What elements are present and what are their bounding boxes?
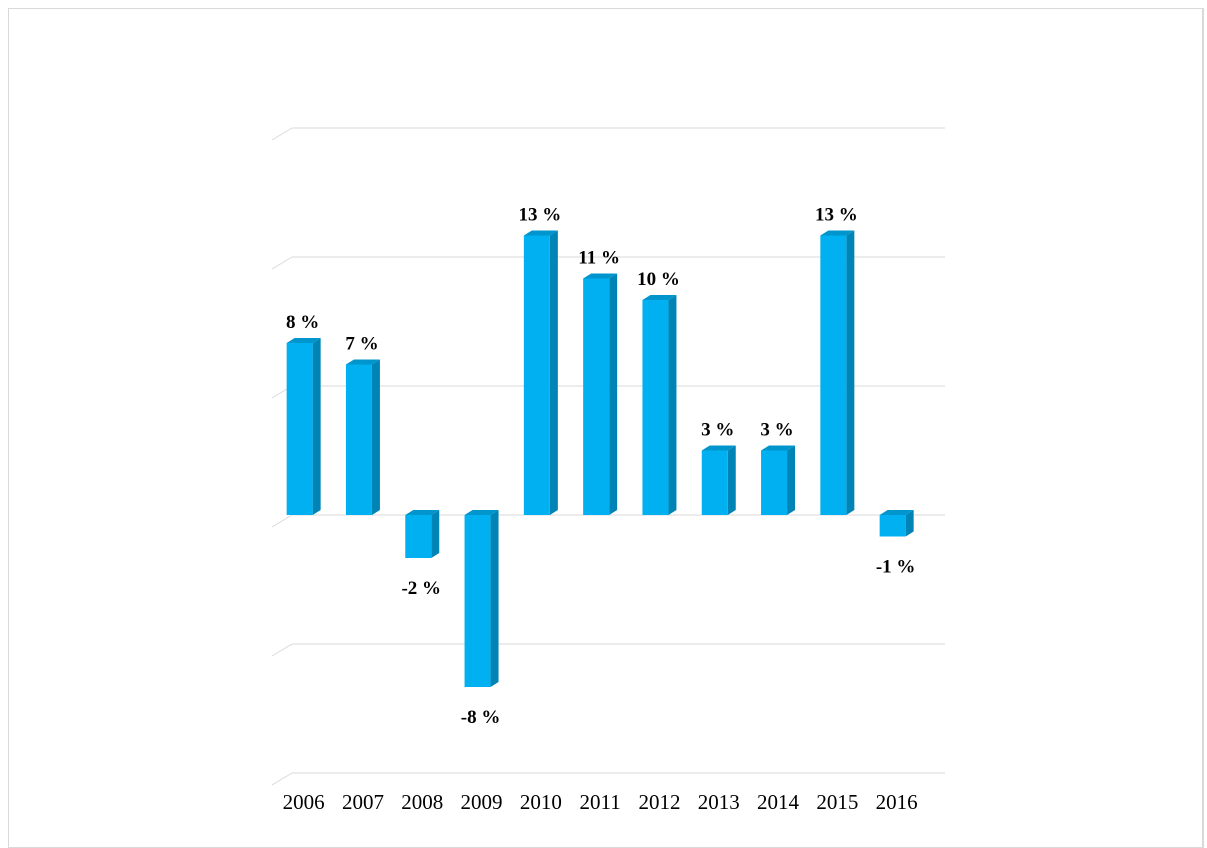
data-label-2006: 8 % — [286, 312, 319, 333]
bar-2016 — [879, 510, 914, 537]
bar-side — [609, 273, 618, 515]
bar-2010 — [523, 230, 558, 515]
bar-top — [523, 230, 558, 236]
x-tick-2008: 2008 — [401, 790, 443, 814]
x-tick-2010: 2010 — [520, 790, 562, 814]
bar-front — [345, 364, 372, 515]
bar-side — [905, 510, 914, 537]
x-tick-2009: 2009 — [461, 790, 503, 814]
bar-side — [549, 230, 558, 515]
x-tick-2013: 2013 — [698, 790, 740, 814]
bar-top — [820, 230, 855, 236]
bar-front — [405, 515, 432, 558]
bar-side — [312, 338, 321, 515]
bar-side — [846, 230, 855, 515]
bar-front — [879, 515, 906, 537]
x-tick-labels: 2006 2007 2008 2009 2010 2011 2012 2013 2014 2015… — [283, 790, 918, 814]
x-tick-2011: 2011 — [580, 790, 621, 814]
bar-2012 — [642, 295, 677, 515]
bar-front — [464, 515, 491, 687]
x-tick-2006: 2006 — [283, 790, 325, 814]
bar-top — [286, 338, 321, 343]
gridline-side — [271, 643, 293, 657]
gridline-side — [271, 772, 293, 786]
bar-top — [583, 273, 618, 279]
bar-side — [727, 445, 736, 515]
data-label-2012: 10 % — [637, 269, 680, 290]
data-label-2010: 13 % — [518, 205, 561, 226]
x-tick-2014: 2014 — [757, 790, 800, 814]
bar-side — [431, 510, 440, 558]
bar-2009 — [464, 510, 499, 687]
bar-front — [642, 300, 669, 515]
gridline-side — [271, 127, 293, 141]
bar-2014 — [761, 445, 796, 515]
bar-2008 — [405, 510, 440, 558]
bar-front — [583, 278, 610, 515]
bar-front — [761, 450, 788, 515]
bar-top — [761, 445, 796, 451]
data-label-2014: 3 % — [760, 420, 793, 441]
data-label-2009: -8 % — [461, 707, 501, 728]
x-tick-2016: 2016 — [876, 790, 918, 814]
bar-side — [490, 510, 499, 687]
bar-2013 — [701, 445, 736, 515]
data-label-2008: -2 % — [401, 578, 441, 599]
bar-2007 — [345, 359, 380, 515]
bar-front — [523, 235, 550, 515]
bar-top — [405, 510, 440, 515]
x-tick-2015: 2015 — [816, 790, 858, 814]
bar-top — [464, 510, 499, 515]
bar-top — [701, 445, 736, 451]
bar-top — [345, 359, 380, 365]
bar-front — [701, 450, 728, 515]
data-label-2013: 3 % — [701, 420, 734, 441]
data-labels: 8 % 7 % -2 % -8 % 13 % 11 % 10 % 3 % 3 % 13 % -1 % — [286, 205, 915, 729]
bar-top — [642, 295, 677, 300]
bar-2011 — [583, 273, 618, 515]
bar-chart: 8 % 7 % -2 % -8 % 13 % 11 % 10 % 3 % 3 % 13 % -1 %… — [271, 127, 945, 814]
bar-top — [879, 510, 914, 515]
bar-side — [668, 295, 677, 515]
gridline-side — [271, 256, 293, 270]
data-label-2016: -1 % — [876, 557, 916, 578]
bars — [286, 230, 914, 687]
data-label-2011: 11 % — [578, 248, 620, 269]
data-label-2007: 7 % — [345, 334, 378, 355]
bar-front — [286, 343, 313, 515]
x-tick-2012: 2012 — [638, 790, 680, 814]
bar-2006 — [286, 338, 321, 515]
bar-side — [371, 359, 380, 515]
bar-front — [820, 235, 847, 515]
bar-side — [787, 445, 796, 515]
x-tick-2007: 2007 — [342, 790, 384, 814]
data-label-2015: 13 % — [815, 205, 858, 226]
bar-2015 — [820, 230, 855, 515]
gridline-side — [271, 514, 293, 528]
